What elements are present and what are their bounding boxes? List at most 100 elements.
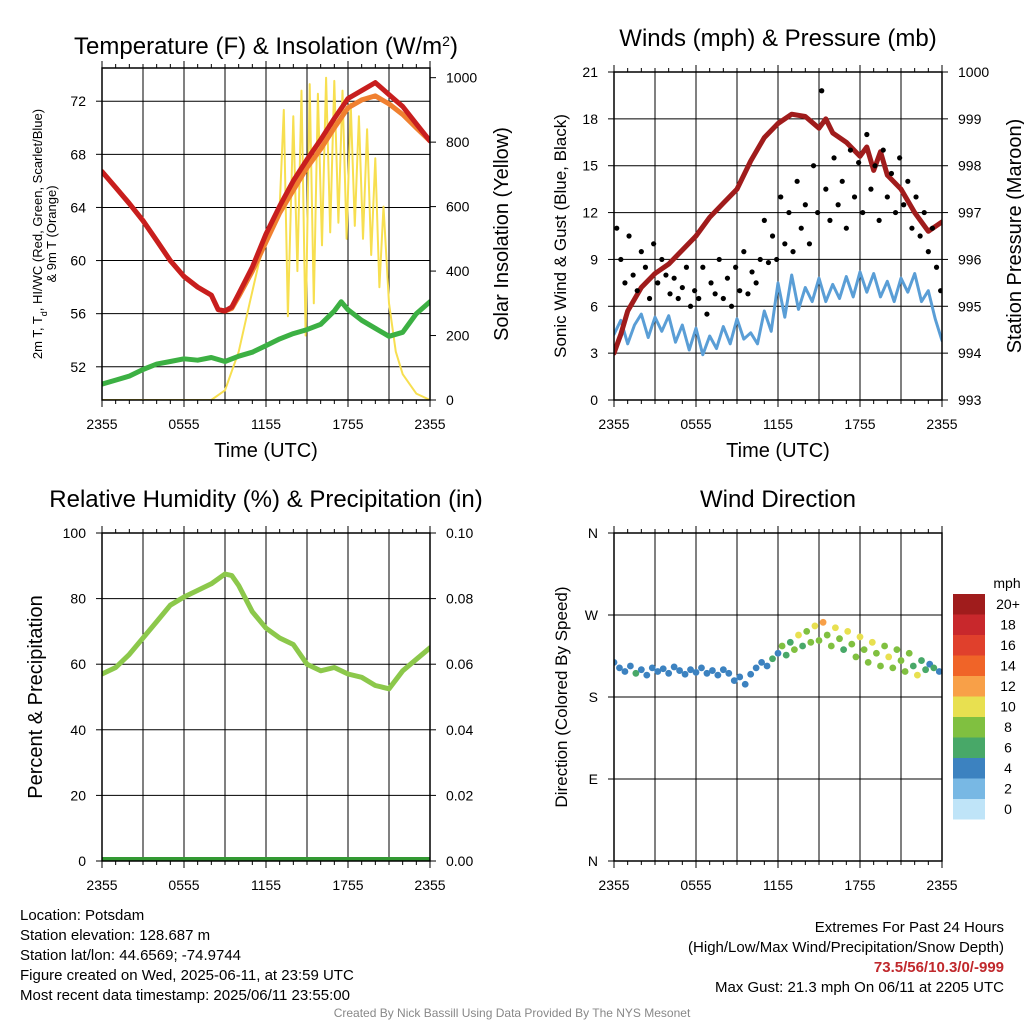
y2-tick-label: 0: [446, 392, 454, 408]
direction-point: [681, 670, 689, 678]
direction-point: [889, 664, 897, 672]
gust-point: [692, 288, 698, 294]
direction-point: [643, 671, 651, 679]
gust-point: [720, 295, 726, 302]
gust-point: [929, 225, 936, 231]
y-tick-label: 56: [70, 306, 86, 322]
direction-point: [881, 642, 888, 650]
gust-point: [737, 288, 743, 294]
gust-point: [704, 311, 710, 317]
ylabel-subscript: d: [39, 311, 49, 316]
gust-point: [798, 225, 804, 231]
wind-line: [614, 270, 942, 357]
x-tick-label: 2355: [86, 416, 117, 432]
title-end: ): [450, 33, 458, 60]
gust-point: [835, 202, 841, 208]
x-tick-label: 2355: [414, 416, 445, 432]
direction-point: [752, 664, 760, 672]
y-tick-label: 21: [582, 64, 598, 80]
chart-title: Relative Humidity (%) & Precipitation (i…: [49, 486, 482, 513]
gust-point: [872, 163, 878, 169]
y-tick-label: 64: [70, 199, 86, 215]
y2-tick-label: 0.00: [446, 853, 473, 869]
colorbar-swatch: [953, 737, 985, 758]
gust-point: [827, 217, 833, 223]
x-tick-label: 2355: [598, 416, 629, 432]
gust-point: [782, 241, 788, 247]
y2-tick-label: 0.04: [446, 722, 473, 738]
y-axis-label: 2m T, Td, HI/WC (Red, Green, Scarlet/Blu…: [30, 109, 49, 359]
y2-tick-label: 994: [958, 345, 982, 361]
gust-point: [622, 280, 628, 286]
gust-point: [626, 233, 632, 239]
gust-point: [880, 147, 886, 153]
gust-point: [888, 170, 895, 177]
direction-point: [873, 649, 880, 657]
direction-point: [648, 664, 656, 672]
info-latlon: Station lat/lon: 44.6569; -74.9744: [20, 947, 242, 964]
panel-wind: 0 3 6 9 12 15 18 21 993 994 995 996 997 998 999 1000 235…: [551, 25, 1024, 462]
direction-point: [893, 646, 901, 654]
colorbar-label: 14: [1000, 658, 1016, 674]
y-tick-label: 12: [582, 205, 598, 221]
y-tick-label: W: [585, 607, 599, 623]
chart-title: Wind Direction: [700, 486, 856, 513]
direction-point: [844, 628, 852, 635]
y2-tick-label: 800: [446, 134, 470, 150]
chart-title: Temperature (F) & Insolation (W/m2): [74, 33, 458, 60]
gust-point: [802, 202, 808, 208]
gust-point: [618, 256, 624, 263]
direction-point: [730, 677, 738, 684]
gust-point: [806, 241, 813, 247]
y-tick-label: 100: [63, 525, 87, 541]
y2-tick-label: 600: [446, 199, 470, 215]
direction-point: [709, 667, 716, 674]
gust-point: [761, 217, 767, 223]
y2-tick-label: 0.08: [446, 591, 473, 607]
direction-point: [627, 662, 634, 670]
direction-point: [795, 631, 802, 639]
gust-point: [630, 272, 636, 278]
y-tick-label: 80: [70, 591, 86, 607]
gust-point: [700, 264, 706, 270]
direction-point: [778, 642, 786, 650]
gust-point: [819, 88, 825, 94]
direction-point: [909, 662, 917, 670]
y-tick-label: 6: [590, 298, 598, 314]
y2-tick-label: 998: [958, 158, 982, 174]
gust-point: [933, 264, 940, 270]
gust-point: [823, 186, 829, 192]
direction-point: [782, 651, 790, 659]
colorbar-swatch: [953, 696, 985, 717]
direction-point: [901, 668, 909, 675]
colorbar-swatch: [953, 594, 985, 615]
direction-point: [736, 673, 744, 681]
colorbar-label: 18: [1000, 617, 1016, 633]
y2-tick-label: 995: [958, 298, 982, 314]
direction-point: [914, 671, 921, 679]
colorbar-label: 20+: [996, 596, 1020, 612]
temp-line: [102, 80, 430, 314]
y-tick-label: 15: [582, 158, 598, 174]
direction-point: [897, 657, 905, 664]
panel-temp: 52 56 60 64 68 72 0 200 400 600 800 1000 2355 0555 115…: [30, 33, 513, 462]
gust-point: [757, 256, 763, 263]
extremes-values: 73.5/56/10.3/0/-999: [873, 959, 1004, 976]
gust-point: [839, 178, 845, 184]
direction-point: [840, 646, 847, 654]
gust-point: [778, 194, 784, 200]
y2-tick-label: 200: [446, 328, 470, 344]
x-tick-label: 0555: [168, 877, 199, 893]
direction-point: [670, 663, 678, 671]
gust-point: [864, 131, 870, 138]
colorbar-label: 8: [1004, 719, 1012, 735]
data-layer: [102, 571, 430, 861]
data-layer: [614, 88, 942, 357]
plot-frame: [101, 67, 431, 401]
direction-point: [811, 622, 819, 630]
gust-point: [909, 225, 915, 231]
direction-point: [725, 669, 733, 677]
direction-point: [803, 628, 811, 635]
gust-point: [831, 155, 837, 161]
direction-point: [698, 664, 705, 672]
